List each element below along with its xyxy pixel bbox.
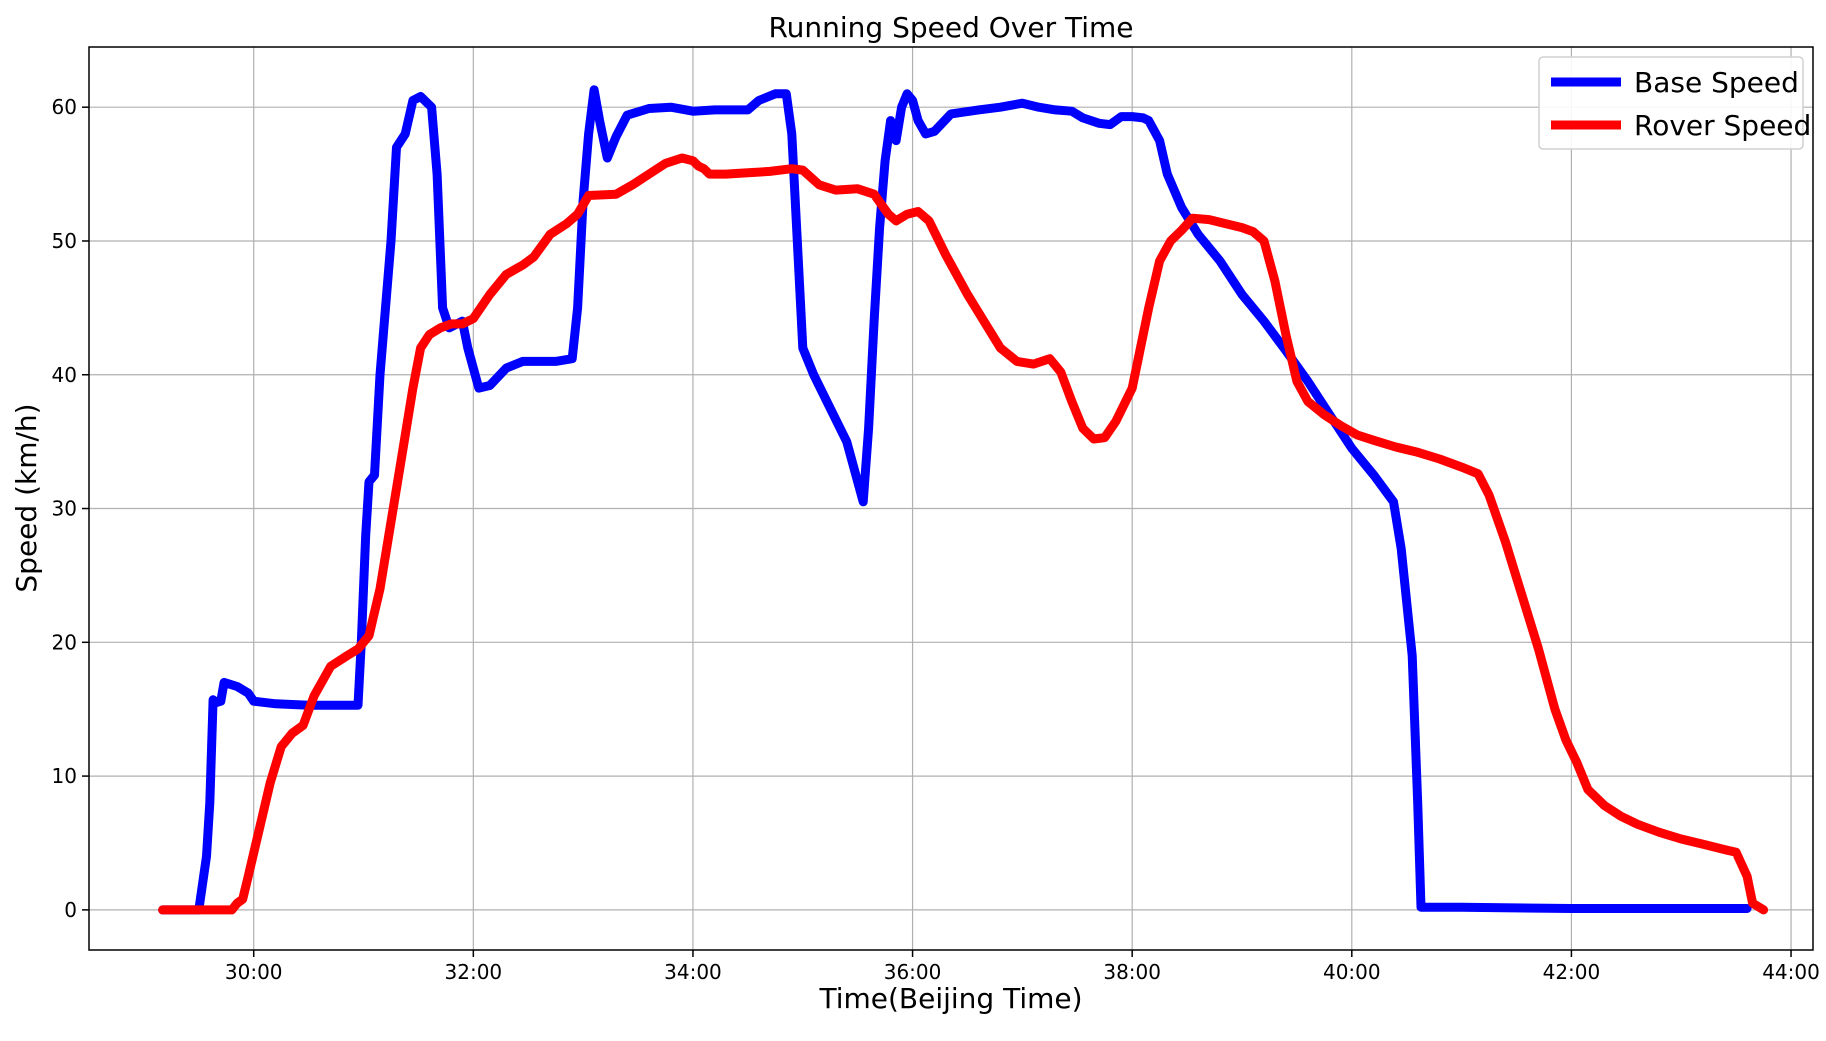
y-tick-label: 50: [52, 229, 77, 253]
x-tick-label: 44:00: [1762, 960, 1820, 984]
legend: Base Speed Rover Speed: [1538, 56, 1811, 150]
x-tick-label: 40:00: [1323, 960, 1381, 984]
x-axis-title: Time(Beijing Time): [818, 982, 1082, 1015]
y-tick-label: 60: [52, 95, 77, 119]
x-tick-label: 32:00: [445, 960, 503, 984]
chart-title: Running Speed Over Time: [768, 11, 1133, 44]
tick-layer: 30:00 32:00 34:00 36:00 38:00 40:00 42:00 44:00…: [52, 95, 1820, 984]
grid-layer: [89, 47, 1813, 950]
y-tick-label: 10: [52, 764, 77, 788]
series-line-rover-speed: [158, 153, 1769, 915]
legend-label: Base Speed: [1634, 66, 1799, 99]
y-axis-title: Speed (km/h): [10, 403, 43, 592]
plot-frame: [88, 46, 1814, 951]
y-tick-label: 20: [52, 630, 77, 654]
series-line-base-speed: [158, 85, 1752, 915]
y-tick-label: 0: [64, 898, 77, 922]
y-tick-label: 30: [52, 497, 77, 521]
x-tick-label: 42:00: [1543, 960, 1601, 984]
x-tick-label: 36:00: [884, 960, 942, 984]
x-tick-label: 34:00: [664, 960, 722, 984]
legend-label: Rover Speed: [1634, 109, 1811, 142]
x-tick-label: 38:00: [1103, 960, 1161, 984]
y-tick-label: 40: [52, 363, 77, 387]
series-layer: [158, 85, 1769, 915]
x-tick-label: 30:00: [225, 960, 283, 984]
